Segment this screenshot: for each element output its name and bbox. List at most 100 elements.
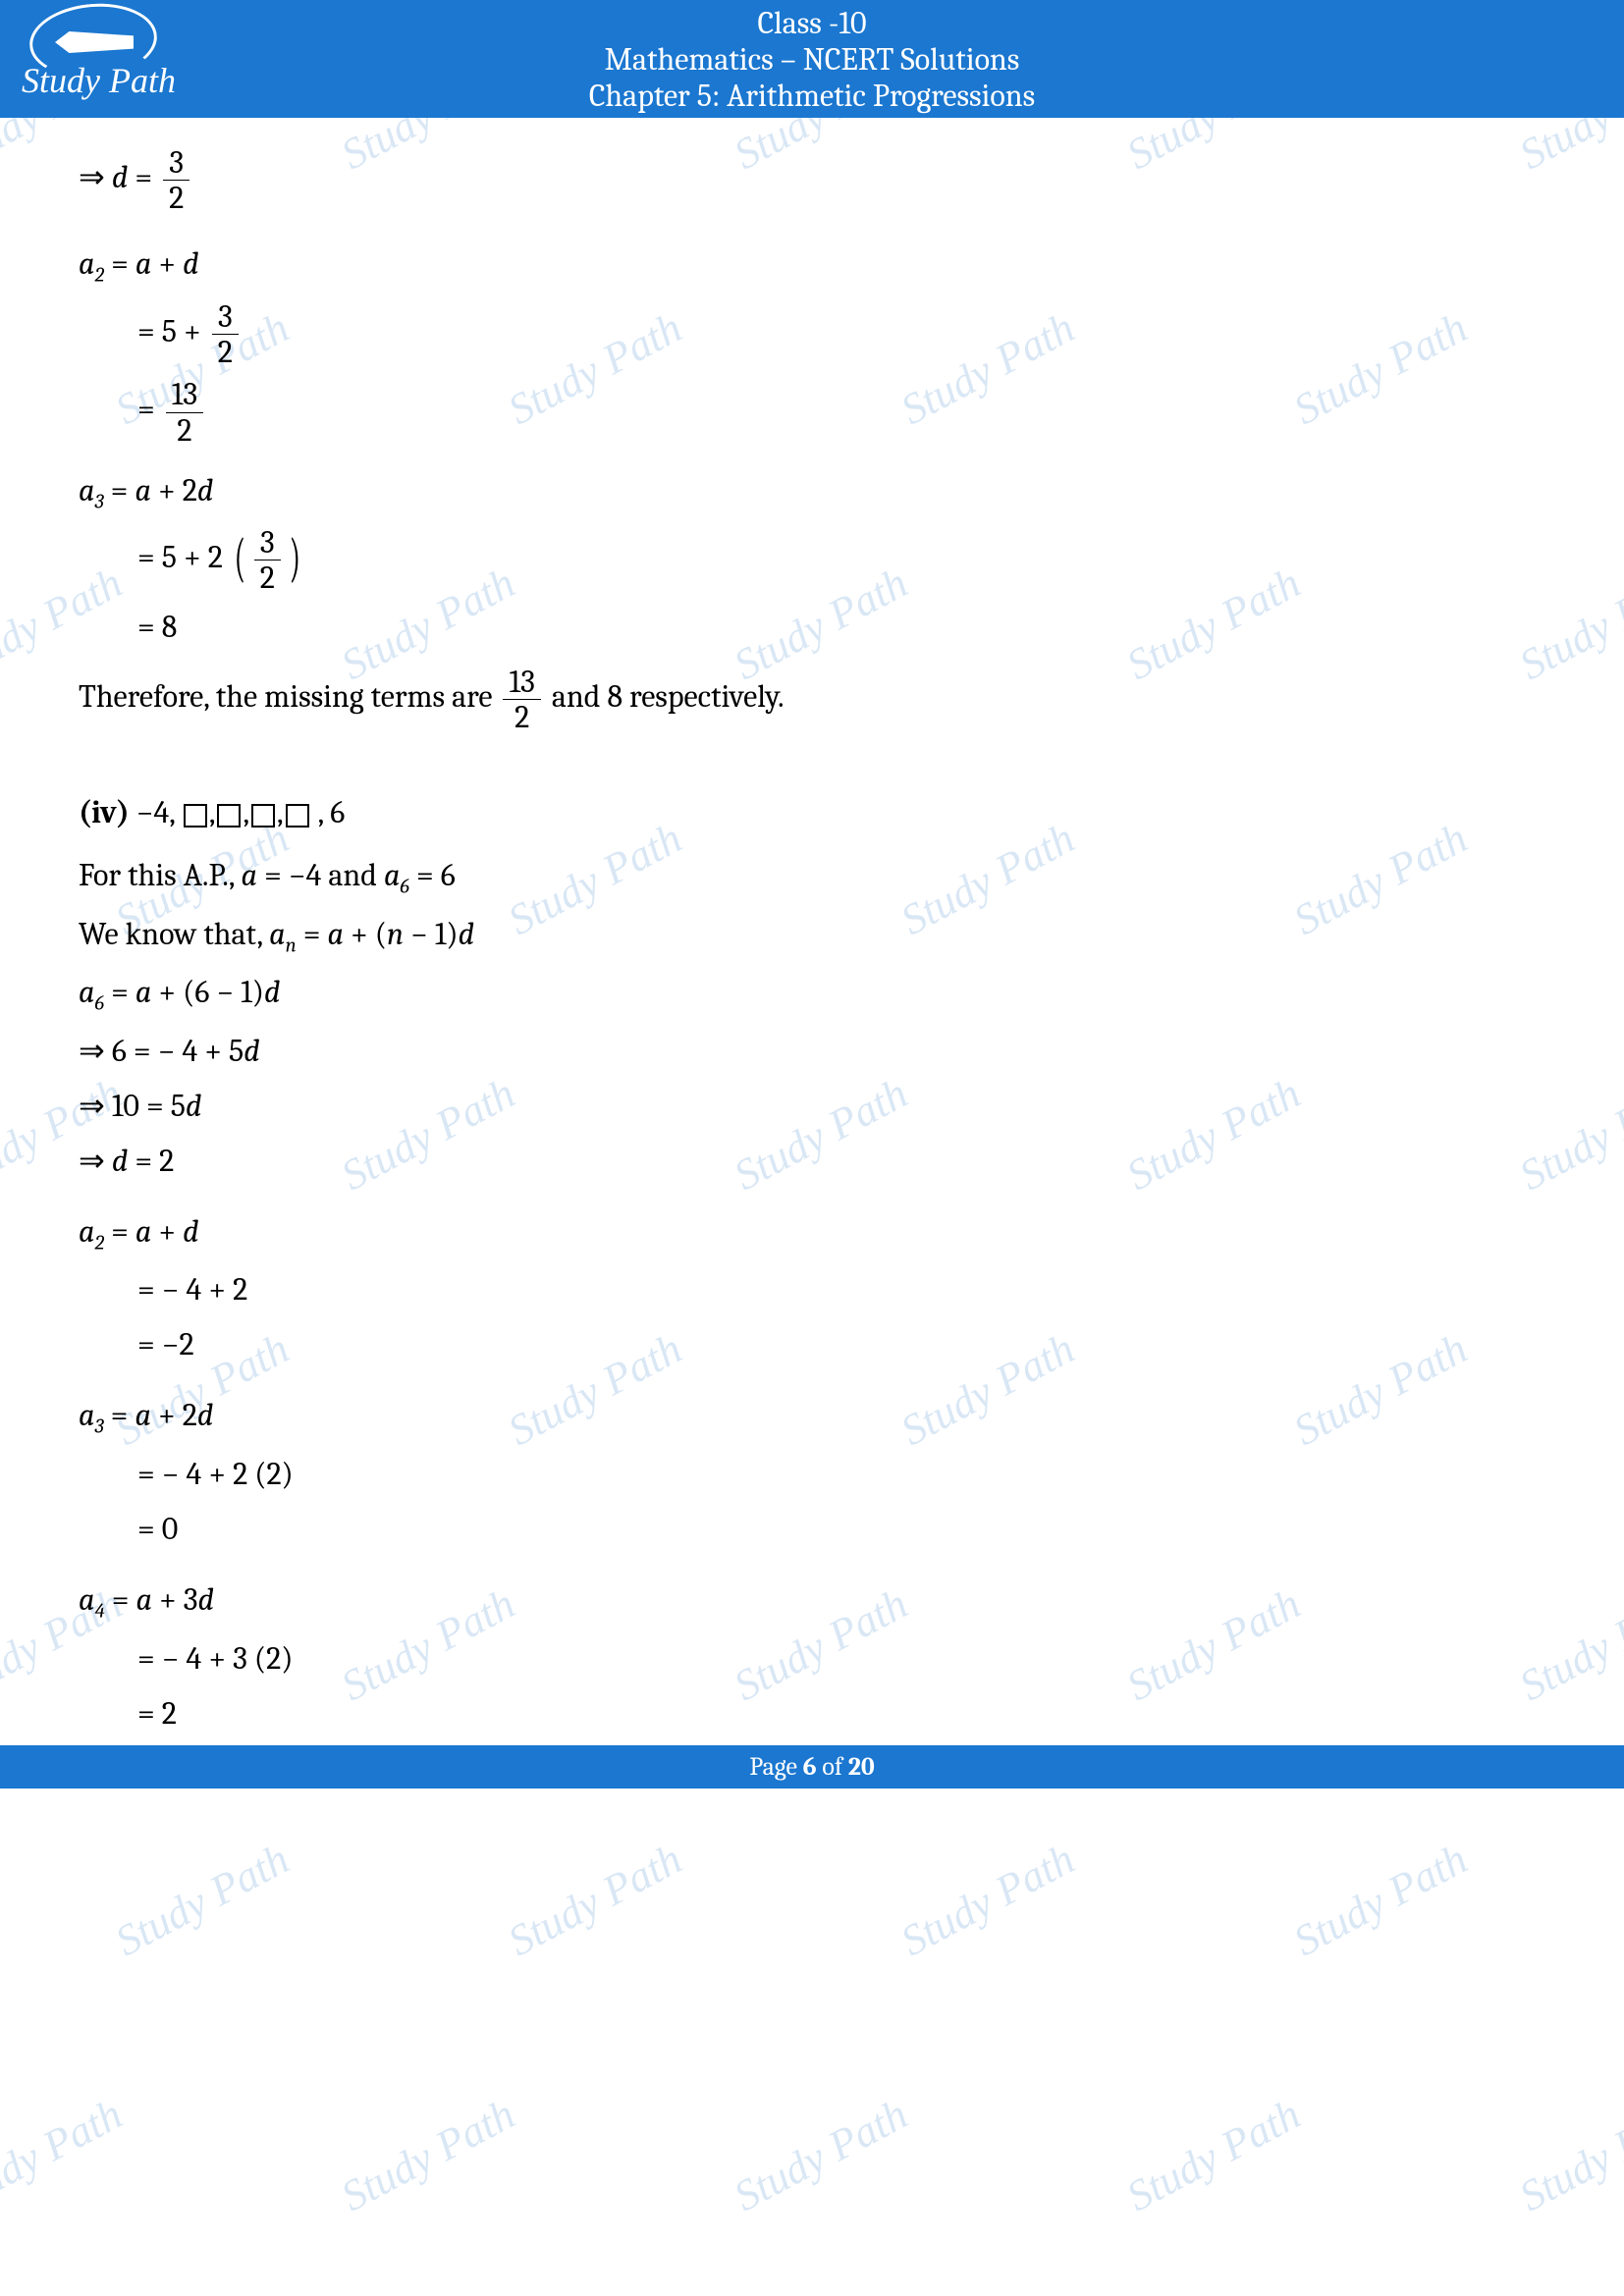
text: = 5 + (137, 313, 208, 349)
var-n: n (387, 916, 404, 952)
text: ⇒ (79, 1143, 112, 1179)
var-a: a (135, 245, 151, 282)
var-a: a (79, 1397, 94, 1433)
subscript: 2 (94, 1231, 104, 1255)
var-d: d (112, 159, 128, 195)
fraction: 32 (254, 525, 281, 595)
text: = (105, 1581, 136, 1618)
var-d: d (186, 1088, 201, 1124)
eq-a3-iv: a3 = a + 2d (79, 1392, 1545, 1443)
subscript: 3 (94, 1415, 103, 1439)
watermark-text: Study Path (1285, 1834, 1475, 1966)
brand-logo: Study Path (20, 4, 167, 107)
blank-box-icon (217, 804, 241, 828)
eq-a2-iv: a2 = a + d (79, 1208, 1545, 1259)
text: = (104, 1397, 135, 1433)
var-a: a (135, 1397, 150, 1433)
formula-an: We know that, an = a + (n − 1)d (79, 911, 1545, 962)
text: ⇒ (79, 159, 112, 195)
subscript: n (286, 934, 297, 957)
blank-box-icon (251, 804, 275, 828)
var-d: d (183, 245, 198, 282)
denominator: 2 (503, 700, 540, 734)
var-d: d (183, 1213, 198, 1250)
problem-iv: (iv) −4, ,,, , 6 (79, 789, 1545, 836)
text: + (151, 1213, 183, 1250)
watermark-text: Study Path (893, 1834, 1082, 1966)
var-a: a (79, 472, 94, 508)
text: = (104, 974, 135, 1010)
text: = − 4 + 2 (2) (137, 1456, 294, 1492)
text: = (104, 1213, 135, 1250)
var-a: a (79, 974, 94, 1010)
eq-result: = 2 (79, 1690, 1545, 1737)
text: = − 4 + 2 (137, 1271, 247, 1308)
footer-page: 6 (803, 1752, 817, 1782)
page-footer: Page 6 of 20 (0, 1745, 1624, 1789)
text: = (104, 245, 135, 282)
text: For this A.P., (79, 857, 242, 893)
var-a: a (136, 1581, 152, 1618)
paren-right-icon: ) (289, 537, 299, 580)
text: = 5 + 2 (137, 539, 230, 575)
var-d: d (198, 1581, 214, 1618)
var-a: a (135, 974, 151, 1010)
watermark-text: Study Path (107, 1834, 297, 1966)
var-a: a (79, 245, 94, 282)
eq-step: = − 4 + 3 (2) (79, 1635, 1545, 1682)
text: = 8 (137, 609, 177, 645)
text: = (104, 472, 135, 508)
eq-a4-iv: a4 = a + 3d (79, 1576, 1545, 1628)
footer-prefix: Page (749, 1752, 802, 1782)
text: = (297, 916, 328, 952)
var-a: a (242, 857, 257, 893)
numerator: 3 (212, 299, 239, 335)
subscript: 2 (94, 264, 104, 288)
eq-a3: a3 = a + 2d (79, 467, 1545, 518)
header-class: Class -10 (0, 6, 1624, 42)
eq-step: ⇒ 10 = 5d (79, 1083, 1545, 1130)
numerator: 13 (166, 377, 203, 412)
text: + 2 (151, 472, 197, 508)
denominator: 2 (166, 413, 203, 448)
text: , 6 (311, 794, 346, 830)
var-a: a (384, 857, 400, 893)
text: + (6 − 1) (151, 974, 264, 1010)
given-iv: For this A.P., a = −4 and a6 = 6 (79, 852, 1545, 903)
subscript: 3 (94, 490, 103, 513)
conclusion-iii: Therefore, the missing terms are 132 and… (79, 665, 1545, 734)
eq-step: = − 4 + 2 (79, 1266, 1545, 1313)
header-chapter: Chapter 5: Arithmetic Progressions (0, 79, 1624, 115)
footer-total: 20 (848, 1752, 875, 1782)
var-d: d (197, 1397, 213, 1433)
text: = 2 (137, 1695, 177, 1732)
fraction: 32 (163, 145, 189, 215)
footer-mid: of (817, 1752, 848, 1782)
text: + (151, 245, 183, 282)
text: = − 4 + 3 (2) (137, 1640, 293, 1677)
var-a: a (135, 472, 150, 508)
text: = 2 (128, 1143, 174, 1179)
text: Therefore, the missing terms are (79, 678, 499, 715)
var-a: a (135, 1213, 151, 1250)
text: and 8 respectively. (545, 678, 785, 715)
eq-a2-step1: = 5 + 32 (79, 299, 1545, 369)
label-iv: (iv) (79, 794, 136, 830)
text: + ( (344, 916, 387, 952)
var-a: a (327, 916, 343, 952)
var-a: a (79, 1213, 94, 1250)
eq-d-result: ⇒ d = 2 (79, 1138, 1545, 1185)
watermark-text: Study Path (726, 2089, 915, 2221)
fraction: 132 (503, 665, 540, 734)
text: −4, (136, 794, 175, 830)
blank-box-icon (286, 804, 309, 828)
denominator: 2 (254, 561, 281, 595)
text: = 0 (137, 1511, 178, 1547)
var-d: d (459, 916, 474, 952)
blank-box-icon (184, 804, 207, 828)
numerator: 13 (503, 665, 540, 700)
var-a: a (79, 1581, 94, 1618)
watermark-text: Study Path (0, 2089, 131, 2221)
fraction: 132 (166, 377, 203, 447)
text: + 2 (151, 1397, 197, 1433)
